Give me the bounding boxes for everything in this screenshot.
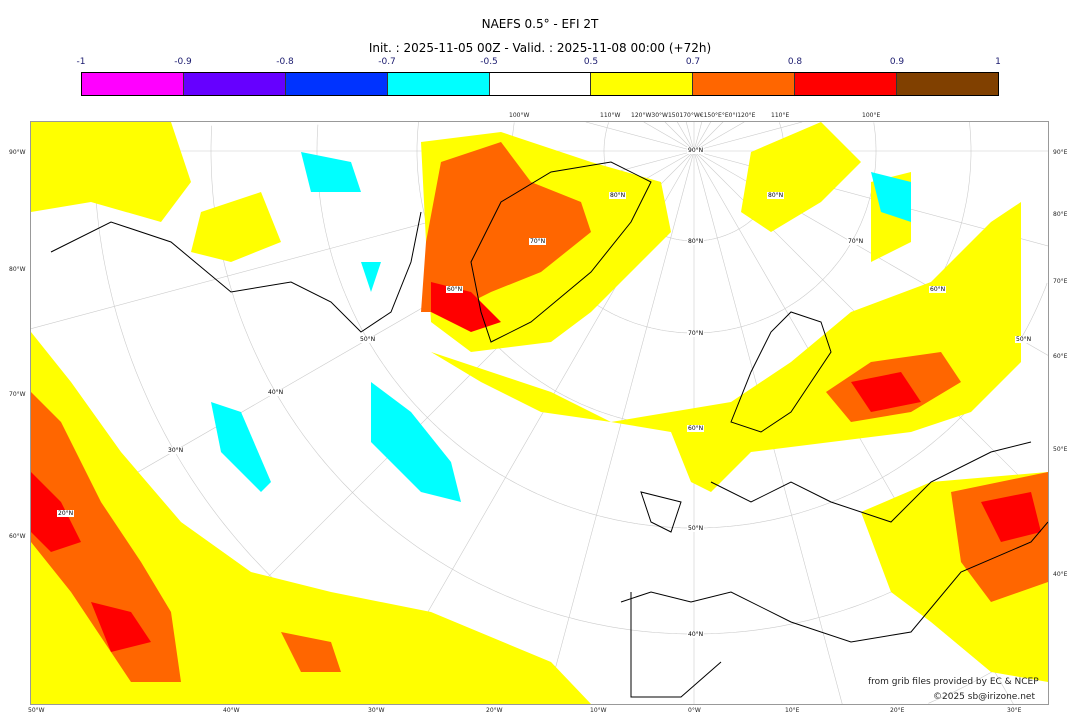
top-axis-label: 110°E — [771, 112, 790, 119]
lat-label: 70°N — [687, 330, 705, 337]
meridian-line — [693, 122, 711, 152]
bottom-axis-label: 30°W — [368, 707, 385, 714]
lat-label: 50°N — [359, 336, 377, 343]
lat-label: 70°N — [529, 238, 547, 245]
lat-label: 60°N — [687, 425, 705, 432]
colorbar-swatch — [795, 73, 898, 95]
bottom-axis-label: 0°W — [688, 707, 701, 714]
colorbar-tick: 0.7 — [685, 57, 701, 67]
meridian-line — [585, 122, 695, 152]
lat-label: 70°N — [847, 238, 865, 245]
meridian-line — [693, 122, 745, 152]
colorbar-tick: 0.9 — [889, 57, 905, 67]
top-axis-label: 120°W30°W150170°W€150°E°E0°I120°E — [631, 112, 756, 119]
colorbar-tick: 0.8 — [787, 57, 803, 67]
colorbar-tick: 0.5 — [583, 57, 599, 67]
coastlines — [50, 161, 1048, 698]
data-source-credit: from grib files provided by EC & NCEP — [868, 677, 1039, 687]
right-axis-label: 80°E — [1053, 211, 1068, 218]
right-axis-label: 90°E — [1053, 149, 1068, 156]
lat-label: 80°N — [767, 192, 785, 199]
colorbar-swatch — [82, 73, 184, 95]
bottom-axis-label: 20°W — [486, 707, 503, 714]
bottom-axis-label: 10°W — [590, 707, 607, 714]
meridian-line — [545, 150, 695, 704]
colorbar — [81, 72, 999, 96]
top-axis-label: 100°W — [509, 112, 530, 119]
map-panel — [30, 121, 1049, 705]
lat-label: 50°N — [687, 525, 705, 532]
colorbar-tick: -0.7 — [378, 57, 396, 67]
chart-subtitle: Init. : 2025-11-05 00Z - Valid. : 2025-1… — [368, 41, 712, 55]
colorbar-swatch — [693, 73, 796, 95]
bottom-axis-label: 10°E — [785, 707, 800, 714]
bottom-axis-label: 50°W — [28, 707, 45, 714]
colorbar-tick: 1 — [995, 57, 1001, 67]
colorbar-tick: -0.9 — [174, 57, 192, 67]
meridian-line — [693, 122, 803, 152]
right-axis-label: 60°E — [1053, 353, 1068, 360]
colorbar-tick: -0.5 — [480, 57, 498, 67]
right-axis-label: 40°E — [1053, 571, 1068, 578]
lat-label: 60°N — [929, 286, 947, 293]
lat-label: 90°N — [687, 147, 705, 154]
colorbar-swatch — [183, 73, 286, 95]
meridian-line — [685, 122, 695, 152]
meridian-line — [693, 122, 724, 152]
bottom-axis-label: 40°W — [223, 707, 240, 714]
bottom-axis-label: 30°E — [1007, 707, 1022, 714]
top-axis-label: 100°E — [862, 112, 881, 119]
right-axis-label: 50°E — [1053, 446, 1068, 453]
left-axis-label: 70°W — [9, 391, 26, 398]
lat-label: 40°N — [267, 389, 285, 396]
latitude-circle — [316, 124, 1048, 529]
colorbar-swatch — [897, 73, 999, 95]
lat-label: 60°N — [446, 286, 464, 293]
copyright: ©2025 sb@irizone.net — [933, 692, 1035, 702]
bottom-axis-label: 20°E — [890, 707, 905, 714]
meridian-line — [664, 122, 695, 152]
lat-label: 80°N — [609, 192, 627, 199]
colorbar-swatch — [387, 73, 490, 95]
colorbar-tick: -0.8 — [276, 57, 294, 67]
meridian-line — [643, 122, 695, 152]
colorbar-swatch — [489, 73, 592, 95]
left-axis-label: 80°W — [9, 266, 26, 273]
lat-label: 30°N — [167, 447, 185, 454]
right-axis-label: 70°E — [1053, 278, 1068, 285]
colorbar-tick: -1 — [76, 57, 86, 67]
top-axis-label: 110°W — [600, 112, 621, 119]
efi-cyan-areas — [211, 152, 911, 502]
meridian-line — [677, 122, 695, 152]
lat-label: 20°N — [57, 510, 75, 517]
lat-label: 40°N — [687, 631, 705, 638]
colorbar-swatch — [285, 73, 388, 95]
left-axis-label: 60°W — [9, 533, 26, 540]
lat-label: 80°N — [687, 238, 705, 245]
chart-title: NAEFS 0.5° - EFI 2T — [481, 17, 599, 31]
colorbar-swatch — [591, 73, 694, 95]
latitude-circle — [210, 125, 1048, 635]
map-svg — [31, 122, 1048, 704]
lat-label: 50°N — [1015, 336, 1033, 343]
meridian-line — [693, 122, 703, 152]
left-axis-label: 90°W — [9, 149, 26, 156]
